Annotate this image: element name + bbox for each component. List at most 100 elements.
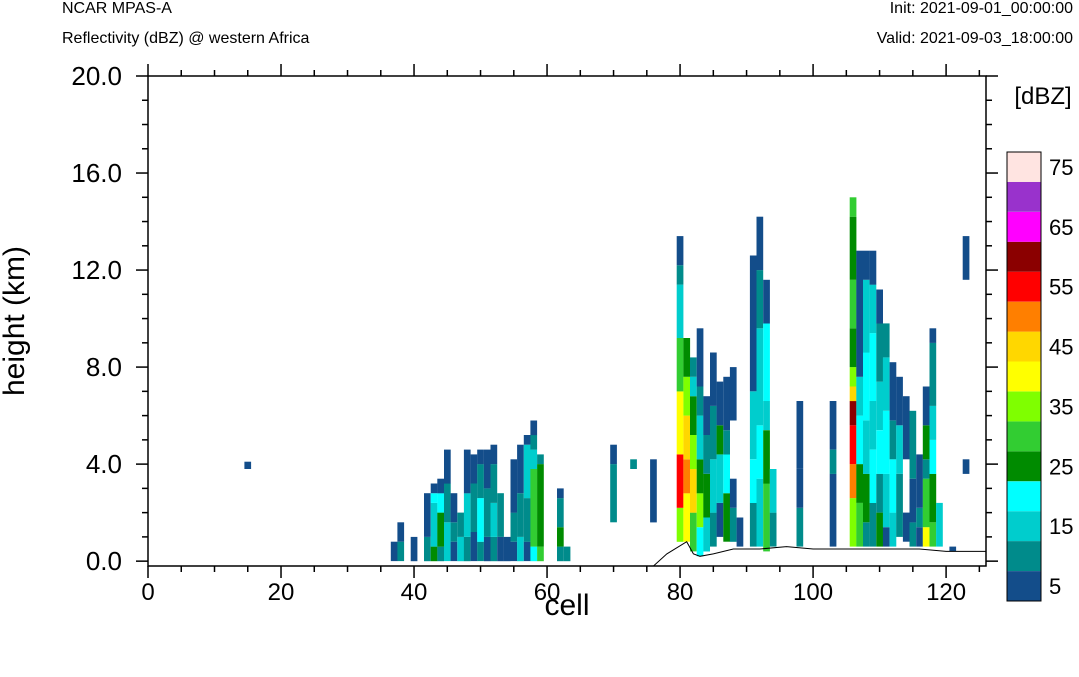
x-axis-ticks: 0 20 40 60 80 100 120 [141,64,981,606]
reflectivity-cell [424,493,431,537]
reflectivity-cell [856,376,863,416]
reflectivity-cell [869,333,877,401]
reflectivity-cell [676,284,684,338]
reflectivity-cell [457,536,464,562]
reflectivity-cell [849,279,857,329]
reflectivity-cell [483,488,491,537]
reflectivity-cell [470,532,478,562]
reflectivity-cell [849,216,857,280]
reflectivity-cell [477,449,484,465]
colorbar-swatch [1007,571,1041,601]
y-tick-label: 12.0 [71,255,122,285]
reflectivity-cell [430,483,438,494]
reflectivity-cell [463,493,471,537]
reflectivity-cell [703,473,710,518]
reflectivity-cell [477,464,484,499]
reflectivity-cell [430,493,438,503]
reflectivity-cell [909,478,917,523]
reflectivity-cell [949,546,957,552]
reflectivity-cell [690,396,697,435]
reflectivity-cell [630,459,637,469]
reflectivity-cell [710,459,717,513]
reflectivity-cell [690,469,697,513]
reflectivity-cell [490,536,498,562]
reflectivity-cell [856,250,863,377]
colorbar-swatch [1007,451,1041,482]
reflectivity-cell [876,323,883,382]
reflectivity-cell [437,478,444,494]
reflectivity-cell [929,328,937,343]
y-tick-label: 0.0 [86,546,122,576]
reflectivity-cell [922,386,930,426]
reflectivity-cell [503,536,511,562]
reflectivity-cell [723,430,730,455]
reflectivity-cell [729,367,737,421]
plot-frame [147,75,987,567]
colorbar-swatch [1007,331,1041,362]
reflectivity-cell [889,512,897,547]
reflectivity-cell [756,270,764,329]
reflectivity-cell [390,541,398,562]
reflectivity-cell [756,478,764,547]
reflectivity-cell [530,546,538,562]
reflectivity-cell [444,449,451,484]
reflectivity-cell [696,459,704,494]
reflectivity-cell [876,512,883,547]
reflectivity-cell [477,541,484,562]
reflectivity-cell [470,483,478,532]
reflectivity-cell [902,396,910,460]
reflectivity-cell [676,265,684,285]
colorbar-label: 65 [1049,215,1073,240]
reflectivity-cell [676,338,684,392]
reflectivity-cell [510,541,518,562]
reflectivity-cell [929,522,937,547]
reflectivity-cell [916,507,923,528]
reflectivity-cell [922,527,930,547]
reflectivity-cell [683,376,691,416]
reflectivity-cell [863,473,870,523]
x-tick-label: 120 [926,579,966,606]
reflectivity-cell [749,502,757,547]
reflectivity-cell [703,435,710,474]
reflectivity-cell [683,493,691,542]
reflectivity-cell [530,449,538,469]
reflectivity-cell [889,362,897,421]
reflectivity-cell [929,342,937,406]
reflectivity-cell [676,236,684,266]
y-tick-label: 16.0 [71,158,122,188]
reflectivity-cell [916,527,923,547]
terrain-profile [148,540,986,567]
reflectivity-cell [676,454,684,508]
y-tick-label: 8.0 [86,352,122,382]
colorbar-swatch [1007,481,1041,512]
reflectivity-cell [696,328,704,387]
x-tick-label: 60 [534,579,561,606]
reflectivity-cell [962,459,970,474]
reflectivity-cell [530,469,538,547]
field-title: Reflectivity (dBZ) @ western Africa [62,30,310,47]
reflectivity-cell [849,401,857,426]
reflectivity-cell [537,464,544,547]
reflectivity-cell [849,498,857,547]
reflectivity-cell [863,250,870,280]
reflectivity-cell [896,473,903,537]
reflectivity-cell [410,536,418,562]
colorbar-label: 55 [1049,275,1073,300]
reflectivity-cell [530,420,538,436]
reflectivity-cell [749,255,757,392]
y-axis-label: height (km) [0,246,31,396]
colorbar-swatch [1007,301,1041,332]
reflectivity-cell [922,425,930,460]
colorbar-swatch [1007,361,1041,392]
reflectivity-cell [876,289,883,324]
colorbar-label: 15 [1049,514,1073,539]
reflectivity-cell [889,420,897,460]
reflectivity-cell [610,444,617,465]
reflectivity-cells [244,197,970,562]
colorbar-swatch [1007,421,1041,452]
reflectivity-cell [929,439,937,474]
reflectivity-cell [896,425,903,474]
reflectivity-cell [882,527,890,547]
reflectivity-cell [756,425,764,479]
